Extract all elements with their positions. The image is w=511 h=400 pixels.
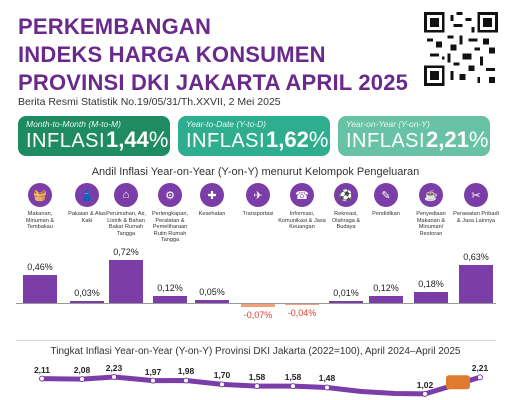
bar-value-label: 0,18% (418, 279, 444, 290)
line-point (324, 384, 330, 391)
title-line-1: PERKEMBANGAN (18, 14, 212, 39)
airplane-icon: ✈ (246, 183, 270, 207)
card-value: 1,44% (106, 127, 169, 152)
bar-value-label: 0,12% (373, 282, 399, 293)
line-point (477, 374, 483, 381)
category-label: Kesehatan (198, 211, 226, 217)
line-value-label: 2,11 (33, 364, 51, 375)
category-label: Perumahan, Air, Listrik & Bahan Bakar Ru… (106, 211, 146, 237)
line-point (79, 376, 85, 383)
section-title: Andil Inflasi Year-on-Year (Y-on-Y) menu… (91, 166, 420, 178)
line-value-label: 1,58 (284, 372, 302, 383)
category-label: Pakaian & Alas Kaki (68, 211, 106, 224)
card-month-to-month: Month-to-Month (M-to-M) INFLASI 1,44% (18, 116, 170, 156)
category-label: Penyediaan Makanan & Minuman/ Restoran (416, 211, 446, 237)
category-label: Perawatan Pribadi & Jasa Lainnya (453, 211, 499, 224)
shopping-basket-icon: 🧺 (28, 183, 52, 207)
line-point (150, 377, 156, 384)
line-value-label: 1,98 (177, 366, 195, 377)
line-value-label: 1,70 (213, 370, 231, 381)
line-point (219, 381, 225, 388)
bar-value-label: 0,12% (157, 282, 183, 293)
category-label: Rekreasi, Olahraga & Budaya (331, 211, 361, 230)
category-label: Makanan, Minuman & Tembakau (25, 211, 55, 230)
line-value-label: 1,58 (248, 372, 266, 383)
line-value-label: 2,08 (73, 365, 91, 376)
line-point (422, 390, 428, 397)
card-year-to-date: Year-to-Date (Y-to-D) INFLASI 1,62% (178, 116, 330, 156)
contribution-bar (285, 303, 319, 306)
dress-icon: 👗 (75, 183, 99, 207)
inflation-line-tail (324, 374, 483, 397)
line-value-label: 2,23 (105, 362, 123, 373)
card-word: INFLASI (26, 130, 106, 152)
contribution-bar (329, 301, 363, 303)
card-word: INFLASI (346, 130, 426, 152)
bar-value-label: 0,72% (113, 246, 139, 257)
appliance-icon: ⚙ (158, 183, 182, 207)
title-line-3: PROVINSI DKI JAKARTA APRIL 2025 (18, 70, 409, 95)
contribution-bar (23, 275, 57, 303)
line-value-label: 1,02 (416, 379, 434, 390)
line-chart-title: Tingkat Inflasi Year-on-Year (Y-on-Y) Pr… (50, 346, 461, 357)
bar-value-label: -0,04% (287, 308, 317, 319)
card-period: Year-on-Year (Y-on-Y) (346, 119, 430, 129)
line-point (111, 373, 117, 380)
category-label: Perlengkapan, Peralatan & Pemeliharaan R… (151, 211, 189, 243)
line-point (290, 383, 296, 390)
card-period: Year-to-Date (Y-to-D) (186, 119, 266, 129)
divider (16, 340, 496, 341)
line-value-label: 1,97 (144, 366, 162, 377)
personal-care-icon: ✂ (464, 183, 488, 207)
contribution-bar (459, 265, 493, 303)
contribution-bar (195, 300, 229, 303)
bar-value-label: 0,46% (27, 262, 53, 273)
medical-kit-icon: ✚ (200, 183, 224, 207)
highlight-marker (446, 375, 470, 390)
restaurant-icon: ☕ (419, 183, 443, 207)
phone-icon: ☎ (290, 183, 314, 207)
category-label: Pendidikan (372, 211, 400, 217)
category-label: Transportasi (242, 211, 274, 217)
line-value-label: 2,21 (471, 363, 489, 374)
bar-value-label: 0,63% (463, 252, 489, 263)
contribution-bar (241, 303, 275, 308)
bar-baseline (16, 303, 496, 304)
inflation-line-chart (39, 373, 483, 397)
contribution-bar (109, 259, 143, 303)
qr-code-icon[interactable] (424, 12, 498, 86)
card-year-on-year: Year-on-Year (Y-on-Y) INFLASI 2,21% (338, 116, 490, 156)
card-value: 2,21% (426, 127, 489, 152)
line-point (254, 383, 260, 390)
release-subtitle: Berita Resmi Statistik No.19/05/31/Th.XX… (18, 96, 281, 108)
category-label: Informasi, Komunikasi & Jasa Keuangan (278, 211, 326, 230)
contribution-bar (153, 295, 187, 303)
recreation-icon: ⚽ (334, 183, 358, 207)
bar-value-label: 0,03% (74, 288, 100, 298)
title-line-2: INDEKS HARGA KONSUMEN (18, 42, 326, 67)
contribution-bar (369, 295, 403, 303)
bar-value-label: 0,01% (333, 288, 359, 298)
card-word: INFLASI (186, 130, 266, 152)
contribution-bar (414, 292, 448, 303)
house-icon: ⌂ (114, 183, 138, 207)
bar-value-label: 0,05% (199, 287, 225, 297)
card-period: Month-to-Month (M-to-M) (26, 119, 121, 129)
line-value-label: 1,48 (318, 373, 336, 384)
card-value: 1,62% (266, 127, 329, 152)
contribution-bar (70, 301, 104, 303)
line-point (183, 377, 189, 384)
book-icon: ✎ (374, 183, 398, 207)
bar-value-label: -0,07% (243, 310, 273, 321)
line-point (39, 375, 45, 382)
